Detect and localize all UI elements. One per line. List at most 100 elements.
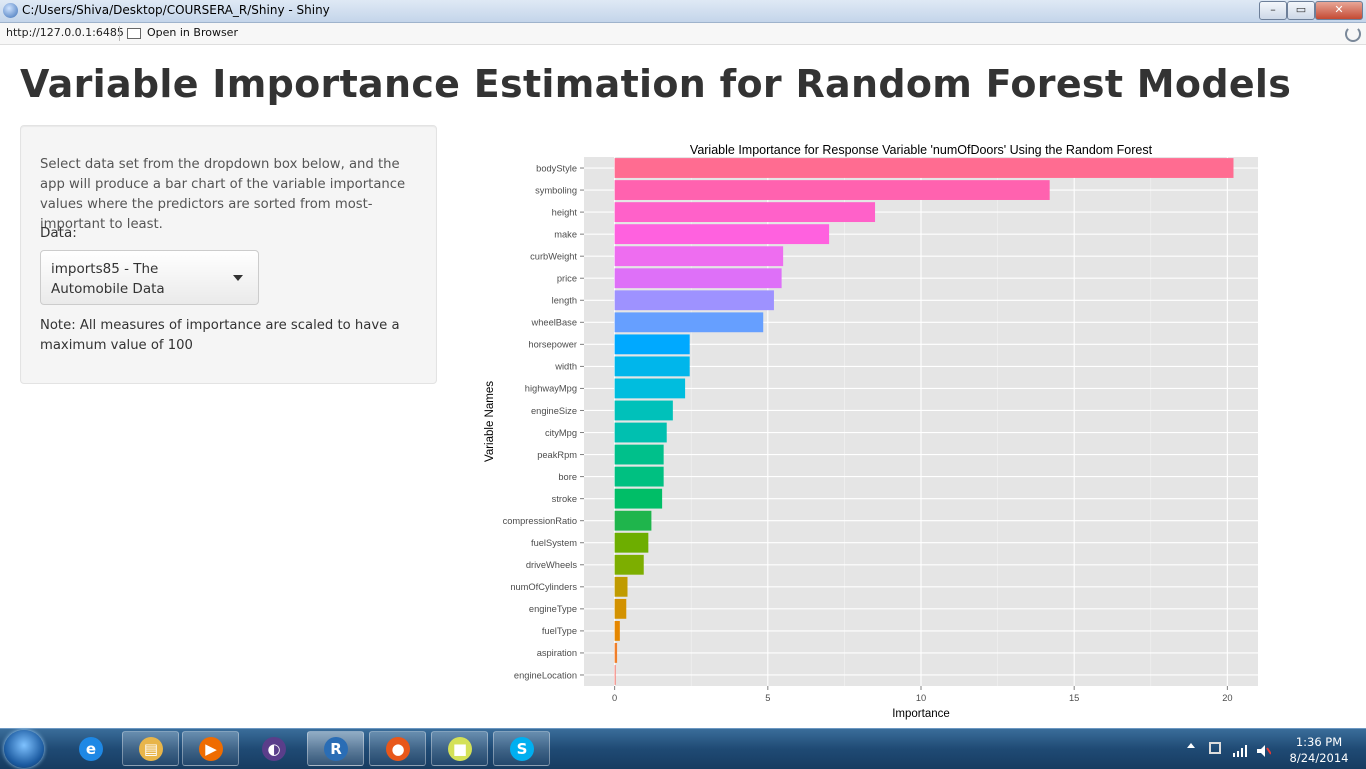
taskbar-app-internet-explorer[interactable]: e <box>62 731 119 766</box>
bar-cityMpg <box>614 422 667 443</box>
y-tick-label: make <box>554 229 577 239</box>
x-tick-label: 15 <box>1069 693 1079 703</box>
browser-window-icon[interactable] <box>127 28 141 39</box>
bar-engineType <box>614 598 627 619</box>
y-tick-label: stroke <box>552 494 577 504</box>
y-tick-label: bore <box>558 472 577 482</box>
bar-driveWheels <box>614 554 644 575</box>
bar-highwayMpg <box>614 378 686 399</box>
clock-date: 8/24/2014 <box>1289 751 1349 765</box>
skype-icon: S <box>510 737 534 761</box>
bar-numOfCylinders <box>614 576 628 597</box>
app-icon <box>3 3 18 18</box>
bar-bore <box>614 466 664 487</box>
y-tick-label: horsepower <box>528 340 577 350</box>
sidebar-panel: Select data set from the dropdown box be… <box>20 125 437 384</box>
bar-symboling <box>614 180 1050 200</box>
close-button[interactable]: ✕ <box>1315 1 1363 20</box>
taskbar-app-skype[interactable]: S <box>493 731 550 766</box>
show-hidden-icons-icon[interactable] <box>1187 743 1195 748</box>
y-tick-label: bodyStyle <box>536 163 577 173</box>
url-text: http://127.0.0.1:6485 <box>6 26 124 39</box>
data-label: Data: <box>40 225 77 241</box>
clock[interactable]: 1:36 PM 8/24/2014 <box>1284 734 1354 766</box>
media-player-icon: ▶ <box>199 737 223 761</box>
x-tick-label: 20 <box>1222 693 1232 703</box>
y-tick-label: engineLocation <box>514 670 577 680</box>
y-tick-label: engineSize <box>531 406 577 416</box>
y-tick-label: driveWheels <box>526 560 578 570</box>
bar-fuelType <box>614 620 620 641</box>
bar-horsepower <box>614 334 690 355</box>
y-tick-label: fuelType <box>542 626 577 636</box>
bar-make <box>614 224 830 245</box>
bar-aspiration <box>614 643 618 663</box>
bar-stroke <box>614 488 663 509</box>
bar-length <box>614 290 774 311</box>
y-axis-label: Variable Names <box>484 381 496 462</box>
importance-chart: bodyStyle symboling height make curbWeight pr… <box>484 143 1258 720</box>
y-tick-label: fuelSystem <box>531 538 577 548</box>
bar-engineLocation <box>614 665 616 685</box>
bar-price <box>614 268 782 289</box>
address-bar: http://127.0.0.1:6485 Open in Browser <box>0 23 1366 45</box>
bar-bodyStyle <box>614 158 1234 178</box>
taskbar-app-file-explorer[interactable]: ▤ <box>122 731 179 766</box>
start-button[interactable] <box>4 730 44 768</box>
eclipse-icon: ◐ <box>262 737 286 761</box>
x-tick-label: 0 <box>612 693 617 703</box>
firefox-icon: ● <box>386 737 410 761</box>
taskbar-app-rstudio[interactable]: R <box>307 731 364 766</box>
taskbar-app-sticky-notes[interactable]: ■ <box>431 731 488 766</box>
x-axis-label: Importance <box>892 708 950 720</box>
y-tick-label: curbWeight <box>530 251 577 261</box>
y-tick-label: width <box>554 362 577 372</box>
bar-curbWeight <box>614 246 784 267</box>
rstudio-icon: R <box>324 737 348 761</box>
y-tick-label: highwayMpg <box>525 384 577 394</box>
y-tick-label: compressionRatio <box>503 516 577 526</box>
dataset-select[interactable]: imports85 - The Automobile Data <box>40 250 259 305</box>
maximize-button[interactable]: ▭ <box>1287 1 1315 20</box>
clock-time: 1:36 PM <box>1295 735 1343 749</box>
y-tick-label: numOfCylinders <box>510 582 577 592</box>
y-tick-label: price <box>557 274 577 284</box>
network-icon[interactable] <box>1233 742 1247 757</box>
volume-icon[interactable] <box>1257 742 1272 757</box>
sidebar-note: Note: All measures of importance are sca… <box>40 318 400 353</box>
y-tick-label: symboling <box>535 185 577 195</box>
bar-peakRpm <box>614 444 664 465</box>
y-tick-label: cityMpg <box>545 428 577 438</box>
sidebar-description: Select data set from the dropdown box be… <box>40 157 406 232</box>
bar-wheelBase <box>614 312 764 333</box>
chevron-down-icon <box>233 275 243 281</box>
x-tick-label: 10 <box>916 693 926 703</box>
page-title: Variable Importance Estimation for Rando… <box>20 62 1292 106</box>
taskbar-app-eclipse[interactable]: ◐ <box>245 731 302 766</box>
refresh-icon[interactable] <box>1345 26 1361 42</box>
bar-engineSize <box>614 400 673 421</box>
taskbar-app-firefox[interactable]: ● <box>369 731 426 766</box>
y-tick-label: peakRpm <box>537 450 577 460</box>
x-tick-label: 5 <box>765 693 770 703</box>
chart-title: Variable Importance for Response Variabl… <box>690 143 1153 157</box>
window-title-bar: C:/Users/Shiva/Desktop/COURSERA_R/Shiny … <box>0 0 1366 23</box>
dataset-select-value: imports85 - The Automobile Data <box>51 261 165 297</box>
bar-fuelSystem <box>614 532 649 553</box>
internet-explorer-icon: e <box>79 737 103 761</box>
taskbar-app-media-player[interactable]: ▶ <box>182 731 239 766</box>
action-center-icon[interactable] <box>1209 742 1221 754</box>
bar-compressionRatio <box>614 510 652 531</box>
minimize-button[interactable]: – <box>1259 1 1287 20</box>
file-explorer-icon: ▤ <box>139 737 163 761</box>
toolbar-separator <box>119 26 120 41</box>
y-tick-label: height <box>552 207 578 217</box>
y-tick-label: engineType <box>529 604 577 614</box>
sticky-notes-icon: ■ <box>448 737 472 761</box>
bar-height <box>614 202 876 223</box>
y-tick-label: wheelBase <box>531 318 577 328</box>
open-in-browser-button[interactable]: Open in Browser <box>147 26 238 39</box>
taskbar: e ▤ ▶ ◐ R ● ■ S 1:36 PM 8/24/2014 <box>0 728 1366 769</box>
y-tick-label: aspiration <box>537 648 577 658</box>
window-title: C:/Users/Shiva/Desktop/COURSERA_R/Shiny … <box>22 3 330 17</box>
